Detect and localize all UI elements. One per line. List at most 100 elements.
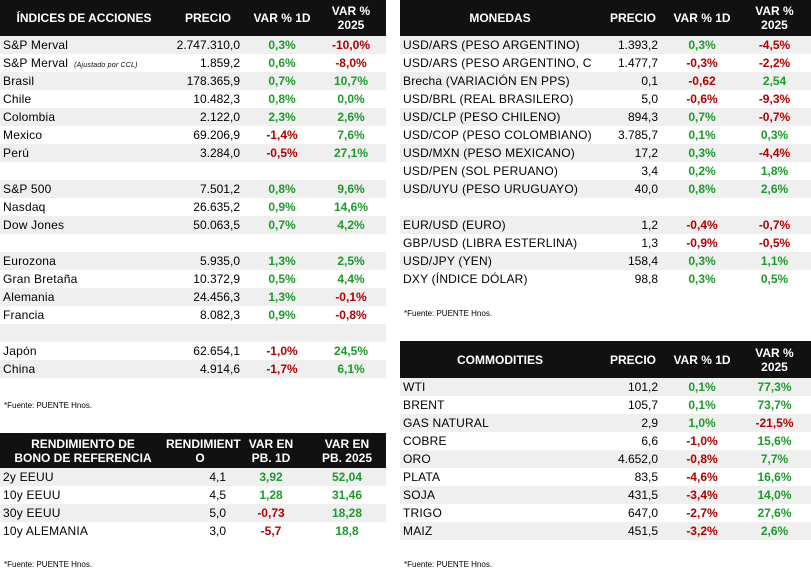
header-var-2025: VAR % 2025 [755, 345, 794, 374]
row-name: USD/MXN (PESO MEXICANO) [403, 146, 575, 160]
table-row: USD/BRL (REAL BRASILERO) 5,0 -0,6% -9,3% [400, 90, 811, 108]
table-row: SOJA 431,5 -3,4% 14,0% [400, 486, 811, 504]
row-label: S&P Merval [0, 38, 168, 52]
row-name: S&P Merval [3, 56, 69, 70]
row-name: USD/ARS (PESO ARGENTINO) [403, 38, 580, 52]
var-2025-cell: -9,3% [758, 92, 791, 106]
row-name: USD/COP (PESO COLOMBIANO) [403, 128, 592, 142]
row-name: TRIGO [403, 506, 442, 520]
row-name: EUR/USD (EURO) [403, 218, 506, 232]
table-row: Mexico 69.206,9 -1,4% 7,6% [0, 126, 386, 144]
var-2025-cell: 52,04 [331, 470, 363, 484]
var-2025-cell: 73,7% [757, 398, 792, 412]
row-name: COBRE [403, 434, 447, 448]
var-1d-cell: 0,8% [268, 182, 296, 196]
var-1d-cell: -2,7% [686, 506, 718, 520]
row-label: ORO [400, 452, 600, 466]
var-1d-cell: 0,1% [688, 380, 716, 394]
table-row: GAS NATURAL 2,9 1,0% -21,5% [400, 414, 811, 432]
table-row: Gran Bretaña 10.372,9 0,5% 4,4% [0, 270, 386, 288]
row-label: EUR/USD (EURO) [400, 218, 600, 232]
row-label: COBRE [400, 434, 600, 448]
var-2025-cell: 1,1% [760, 254, 789, 268]
row-name: Chile [3, 92, 32, 106]
var-1d-cell: -1,0% [266, 344, 298, 358]
table-row: 10y ALEMANIA 3,0 -5,7 18,8 [0, 522, 386, 540]
price-cell: 2.747.310,0 [176, 38, 240, 52]
row-label: USD/PEN (SOL PERUANO) [400, 164, 600, 178]
var-2025-cell: 2,5% [337, 254, 365, 268]
commodities-header: COMMODITIES PRECIO VAR % 1D VAR % 2025 [400, 341, 811, 378]
row-label: GAS NATURAL [400, 416, 600, 430]
price-cell: 8.082,3 [199, 308, 240, 322]
var-2025-cell: 27,1% [333, 146, 369, 160]
header-price: PRECIO [609, 11, 656, 25]
currencies-header: MONEDAS PRECIO VAR % 1D VAR % 2025 [400, 0, 811, 36]
price-cell: 2,9 [641, 416, 658, 430]
var-2025-cell: -8,0% [335, 56, 367, 70]
var-2025-cell: -10,0% [331, 38, 371, 52]
var-2025-cell: 6,1% [337, 362, 365, 376]
var-2025-cell: 31,46 [331, 488, 363, 502]
var-2025-cell: 2,6% [760, 524, 789, 538]
var-1d-cell: -4,6% [686, 470, 718, 484]
row-label: Gran Bretaña [0, 272, 168, 286]
row-label: USD/BRL (REAL BRASILERO) [400, 92, 600, 106]
var-1d-cell: -0,3% [686, 56, 718, 70]
table-row: COBRE 6,6 -1,0% 15,6% [400, 432, 811, 450]
var-1d-cell: -3,4% [686, 488, 718, 502]
row-name: Eurozona [3, 254, 56, 268]
table-row: ORO 4.652,0 -0,8% 7,7% [400, 450, 811, 468]
var-1d-cell: 0,9% [268, 308, 296, 322]
row-label: TRIGO [400, 506, 600, 520]
row-label: Nasdaq [0, 200, 168, 214]
price-cell: 7.501,2 [199, 182, 240, 196]
spacer-row [0, 324, 386, 342]
row-name: S&P 500 [3, 182, 52, 196]
var-1d-cell: 1,0% [688, 416, 716, 430]
var-1d-cell: -0,9% [686, 236, 718, 250]
price-cell: 5,0 [641, 92, 658, 106]
row-label: Francia [0, 308, 168, 322]
table-row: MAIZ 451,5 -3,2% 2,6% [400, 522, 811, 540]
row-label: DXY (ÍNDICE DÓLAR) [400, 272, 600, 286]
row-name: Francia [3, 308, 45, 322]
row-name: Dow Jones [3, 218, 65, 232]
price-cell: 101,2 [627, 380, 658, 394]
price-cell: 50.063,5 [193, 218, 240, 232]
var-1d-cell: -0,5% [266, 146, 298, 160]
var-2025-cell: 1,8% [760, 164, 789, 178]
var-1d-cell: 0,9% [268, 200, 296, 214]
var-2025-cell: 24,5% [333, 344, 369, 358]
spacer-row [400, 198, 811, 216]
row-label: Alemania [0, 290, 168, 304]
row-name: Mexico [3, 128, 43, 142]
header-var-2025: VAR % 2025 [331, 4, 371, 32]
row-label: Japón [0, 344, 168, 358]
bonds-footnote: *Fuente: PUENTE Hnos. [4, 560, 93, 569]
price-cell: 26.635,2 [193, 200, 240, 214]
price-cell: 3,0 [209, 524, 226, 538]
table-row: S&P Merval 2.747.310,0 0,3% -10,0% [0, 36, 386, 54]
price-cell: 83,5 [634, 470, 658, 484]
table-row: Dow Jones 50.063,5 0,7% 4,2% [0, 216, 386, 234]
row-name: DXY (ÍNDICE DÓLAR) [403, 272, 528, 286]
price-cell: 1,2 [641, 218, 658, 232]
row-name: ORO [403, 452, 431, 466]
var-2025-cell: 7,7% [760, 452, 789, 466]
price-cell: 4.914,6 [199, 362, 240, 376]
row-label: USD/CLP (PESO CHILENO) [400, 110, 600, 124]
row-label: USD/JPY (YEN) [400, 254, 600, 268]
row-name: China [3, 362, 36, 376]
row-name: 10y ALEMANIA [3, 524, 89, 538]
row-label: WTI [400, 380, 600, 394]
row-label: S&P 500 [0, 182, 168, 196]
header-var-1d: VAR % 1D [253, 11, 311, 25]
spacer-row [0, 234, 386, 252]
price-cell: 1,3 [641, 236, 658, 250]
var-2025-cell: 14,0% [757, 488, 792, 502]
row-label: PLATA [400, 470, 600, 484]
price-cell: 10.482,3 [193, 92, 240, 106]
spacer-row [0, 162, 386, 180]
row-name: 2y EEUU [3, 470, 54, 484]
